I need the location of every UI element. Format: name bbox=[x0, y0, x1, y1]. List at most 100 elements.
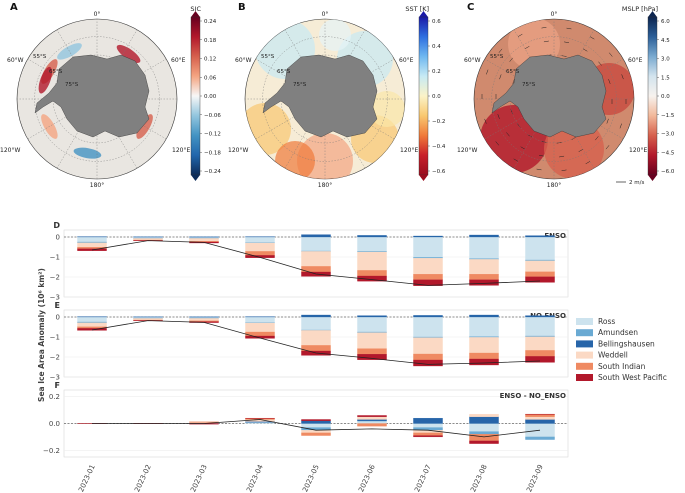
colorbar-extend-top bbox=[191, 11, 200, 17]
legend-label: Ross bbox=[598, 317, 615, 326]
legend-label: Bellingshausen bbox=[598, 339, 655, 348]
chart-panel-f: 0.2 0.0 −0.2 F ENSO - NO_ENSO bbox=[43, 381, 569, 458]
bar-ross bbox=[245, 316, 275, 323]
bar-ross bbox=[301, 316, 331, 331]
colorbar-tick-label: −6.0 bbox=[661, 169, 675, 175]
lon-label: 120°E bbox=[172, 147, 190, 154]
antarctica-land bbox=[491, 54, 607, 138]
colorbar-tick-label: −1.5 bbox=[661, 113, 675, 119]
bar-weddell bbox=[77, 242, 107, 248]
lon-label: 120°W bbox=[0, 147, 20, 154]
y-tick-label: −1 bbox=[50, 334, 60, 342]
bar-south-west-pacific bbox=[469, 440, 499, 444]
colorbar-extend-bottom bbox=[191, 175, 200, 181]
legend-swatch bbox=[576, 374, 593, 381]
y-tick-label: −3 bbox=[50, 294, 60, 302]
bar-ross bbox=[413, 423, 443, 428]
y-tick-label: 0.2 bbox=[49, 393, 60, 401]
lon-label: 120°W bbox=[457, 147, 477, 154]
y-tick-label: −2 bbox=[50, 274, 60, 282]
y-axis-label: Sea Ice Area Anomaly (10⁶ km²) bbox=[37, 268, 46, 402]
lon-label: 60°E bbox=[628, 57, 643, 64]
bar-south-indian bbox=[189, 421, 219, 423]
legend-label: South Indian bbox=[598, 362, 646, 371]
lon-label: 0° bbox=[94, 11, 101, 18]
bar-bellingshausen bbox=[525, 235, 555, 238]
x-tick-label: 2023-07 bbox=[413, 463, 433, 493]
antarctica-land bbox=[34, 54, 150, 138]
bar-bellingshausen bbox=[301, 314, 331, 318]
bar-south-indian bbox=[413, 432, 443, 436]
bar-south-indian bbox=[469, 434, 499, 442]
lon-label: 180° bbox=[318, 182, 332, 189]
bar-ross bbox=[77, 316, 107, 323]
bar-ross bbox=[301, 236, 331, 252]
total-anomaly-line bbox=[91, 240, 541, 286]
bar-ross bbox=[301, 423, 331, 428]
bar-ross bbox=[77, 236, 107, 243]
bar-bellingshausen bbox=[357, 419, 387, 421]
y-tick-label: −2 bbox=[50, 354, 60, 362]
y-tick-label: −3 bbox=[50, 374, 60, 382]
map-panel-a: A 0° 180° 60°W 60°E 120°W 120°E 55°S 65°S 75°S SIC… bbox=[0, 2, 221, 189]
total-anomaly-line bbox=[92, 419, 541, 438]
colorbar-tick-label: −3.0 bbox=[661, 132, 675, 138]
bar-weddell bbox=[189, 318, 219, 321]
antarctica-land bbox=[262, 54, 378, 138]
bar-south-west-pacific bbox=[357, 275, 387, 282]
bar-bellingshausen bbox=[469, 314, 499, 318]
bar-south-west-pacific bbox=[357, 415, 387, 417]
map-panel-c: C 0° 180° 60°W 60°E 120°W 120°E 55°S 65°S 75°S MSL… bbox=[457, 2, 675, 189]
lon-label: 60°E bbox=[171, 57, 186, 64]
bar-south-west-pacific bbox=[77, 328, 107, 331]
x-tick-label: 2023-01 bbox=[77, 463, 97, 493]
bar-ross bbox=[469, 423, 499, 432]
y-tick-label: 0 bbox=[56, 234, 60, 242]
colorbar-bar bbox=[647, 16, 658, 176]
colorbar-tick-label: −0.18 bbox=[204, 150, 221, 156]
legend-swatch bbox=[576, 329, 593, 337]
panel-letter-f: F bbox=[55, 381, 60, 390]
bar-ross bbox=[525, 316, 555, 337]
colorbar-extend-bottom bbox=[419, 175, 428, 181]
bar-weddell bbox=[301, 430, 331, 434]
bar-ross bbox=[357, 236, 387, 252]
map-panel-b: B 0° 180° 60°W 60°E 120°W 120°E 55°S 65°S 75°S SST… bbox=[228, 2, 446, 189]
bar-south-west-pacific bbox=[357, 354, 387, 360]
bar-amundsen bbox=[525, 436, 555, 440]
colorbar-tick-label: 0.0 bbox=[432, 94, 441, 100]
bar-bellingshausen bbox=[357, 315, 387, 318]
lat-label: 65°S bbox=[506, 69, 520, 75]
lon-label: 60°E bbox=[399, 57, 414, 64]
lat-label: 55°S bbox=[33, 54, 47, 60]
bar-weddell bbox=[77, 322, 107, 327]
x-tick-label: 2023-04 bbox=[245, 463, 265, 493]
bar-south-west-pacific bbox=[525, 356, 555, 363]
x-tick-label: 2023-08 bbox=[469, 463, 489, 493]
colorbar-extend-top bbox=[419, 11, 428, 17]
bar-ross bbox=[469, 236, 499, 259]
x-tick-label: 2023-05 bbox=[301, 463, 321, 493]
bar-weddell bbox=[245, 322, 275, 333]
colorbar-tick-label: 0.4 bbox=[432, 44, 441, 50]
bar-bellingshausen bbox=[413, 315, 443, 318]
colorbar-tick-label: 0.00 bbox=[204, 94, 217, 100]
panel-letter-c: C bbox=[467, 2, 474, 13]
colorbar-extend-top bbox=[648, 11, 657, 17]
bar-ross bbox=[525, 236, 555, 261]
bar-ross bbox=[469, 316, 499, 337]
colorbar-tick-label: −4.5 bbox=[661, 150, 675, 156]
lat-label: 65°S bbox=[49, 69, 63, 75]
bar-weddell bbox=[525, 416, 555, 420]
colorbar-b: SST [K]0.6 0.4 0.2 0.0 −0.2 −0.4 −0.6 bbox=[405, 5, 446, 181]
bar-bellingshausen bbox=[301, 234, 331, 238]
bar-bellingshausen bbox=[525, 315, 555, 318]
x-axis: 2023-01 2023-02 2023-03 2023-04 2023-05 2023-… bbox=[77, 463, 545, 493]
bar-south-west-pacific bbox=[469, 358, 499, 366]
legend-swatch bbox=[576, 318, 593, 325]
legend-swatch bbox=[576, 362, 593, 370]
x-tick-label: 2023-09 bbox=[525, 463, 545, 493]
colorbar-bar bbox=[190, 16, 201, 176]
legend-swatch bbox=[576, 340, 593, 348]
